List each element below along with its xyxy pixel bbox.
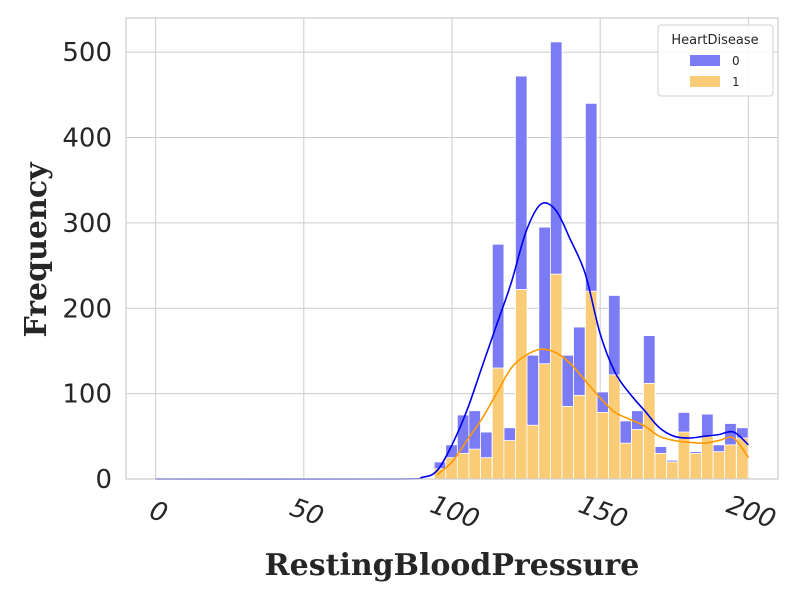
bar-heartdisease-1 [619,442,633,480]
bar-heartdisease-1 [538,363,551,480]
axes-frame [125,17,779,480]
bar-heartdisease-1 [631,429,644,480]
x-axis-title: RestingBloodPressure [265,548,640,583]
bars [433,41,749,480]
x-tick-label: 200 [723,490,780,535]
bar-heartdisease-1 [643,382,656,480]
x-tick-label: 50 [286,493,327,533]
bar-heartdisease-1 [666,461,679,480]
bar-heartdisease-1 [596,412,609,480]
y-tick-label: 200 [62,294,112,324]
bar-heartdisease-1 [526,424,539,480]
legend-title: HeartDisease [671,33,758,48]
bar-heartdisease-1 [689,452,702,480]
y-tick-label: 0 [95,465,112,495]
bar-heartdisease-1 [456,452,470,480]
legend-label-0: 0 [732,54,740,68]
legend-label-1: 1 [732,75,740,89]
bar-heartdisease-1 [584,290,598,480]
bar-heartdisease-1 [608,374,621,480]
bar-heartdisease-1 [573,394,586,480]
x-tick-label: 100 [426,490,483,535]
y-tick-label: 500 [62,38,112,68]
x-tick-label: 150 [574,490,631,535]
legend-swatch-0 [690,55,720,66]
bar-heartdisease-1 [480,457,493,480]
bar-heartdisease-1 [654,452,668,480]
y-tick-label: 100 [62,380,112,410]
bar-heartdisease-1 [445,457,458,480]
kde-line-1 [436,348,750,476]
bar-heartdisease-1 [724,444,737,480]
bar-heartdisease-1 [712,451,726,480]
x-tick-label: 0 [145,496,171,530]
bar-heartdisease-1 [515,289,528,480]
y-tick-label: 300 [62,209,112,239]
bar-heartdisease-1 [468,448,481,480]
bar-heartdisease-1 [677,431,691,480]
bar-heartdisease-1 [561,406,574,480]
bar-heartdisease-1 [736,437,749,480]
y-tick-label: 400 [62,124,112,154]
bar-heartdisease-1 [549,273,563,480]
bar-heartdisease-1 [503,440,516,480]
kde-line-0 [155,201,749,480]
y-axis-title: Frequency [19,161,54,338]
kde-curves [155,201,750,480]
plot-frame [125,17,779,480]
legend-swatch-1 [690,76,720,87]
legend: HeartDisease 0 1 [657,24,774,97]
